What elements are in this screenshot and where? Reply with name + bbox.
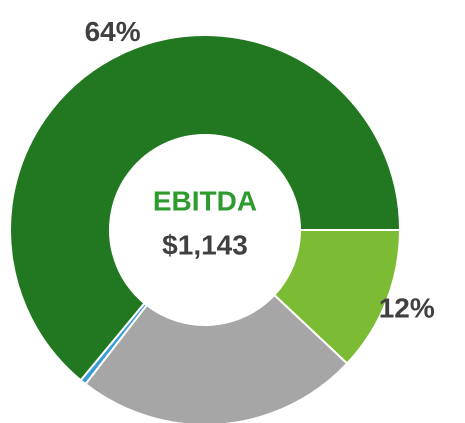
donut-segment (84, 293, 349, 423)
value-label: 12% (379, 292, 435, 323)
center-title: EBITDA (153, 185, 257, 216)
center-value: $1,143 (162, 229, 248, 260)
donut-segment (9, 34, 402, 382)
value-label: 64% (85, 16, 141, 47)
